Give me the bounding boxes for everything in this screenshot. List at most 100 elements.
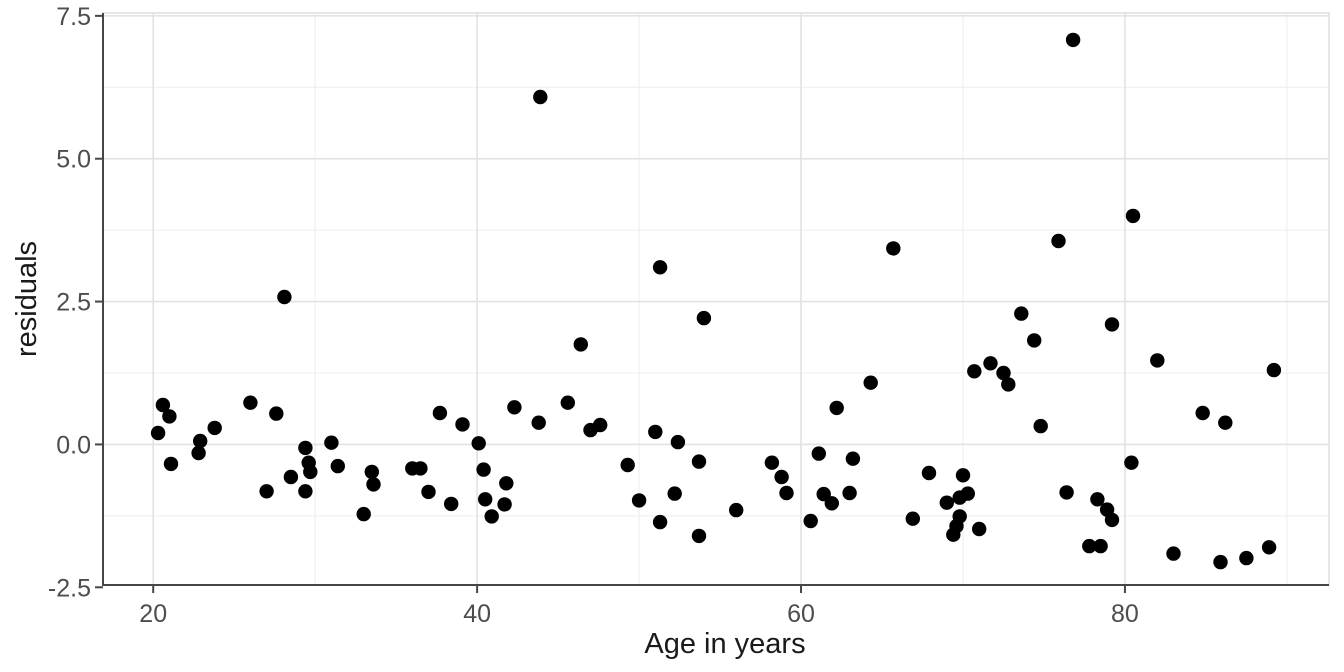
data-point [484, 509, 499, 524]
data-point [277, 289, 292, 305]
x-tick-label: 20 [139, 600, 167, 628]
data-point [886, 241, 901, 256]
data-point [1239, 550, 1254, 566]
data-point [845, 451, 861, 466]
data-point [829, 400, 844, 416]
data-point [573, 337, 588, 352]
data-point [667, 486, 682, 501]
data-point [507, 400, 522, 415]
data-point [269, 406, 284, 421]
data-point [413, 461, 428, 476]
data-point [648, 424, 663, 440]
data-point [366, 477, 381, 492]
y-tick-label: 7.5 [56, 3, 91, 31]
data-point [364, 464, 379, 480]
data-point [259, 484, 274, 499]
data-point [1218, 415, 1233, 430]
data-point [842, 485, 857, 501]
data-point [652, 260, 668, 275]
x-tick-label: 60 [787, 600, 815, 628]
data-point [620, 457, 635, 473]
data-point [955, 468, 971, 483]
data-point [1027, 333, 1042, 348]
data-point [1065, 32, 1081, 48]
data-point [764, 455, 780, 470]
data-point [905, 511, 920, 526]
data-point [303, 464, 318, 480]
data-point [921, 465, 937, 481]
data-point [1059, 485, 1074, 500]
data-point [729, 502, 744, 518]
data-point [967, 364, 982, 379]
data-point [283, 469, 299, 485]
y-tick-labels: -2.5 0.0 2.5 5.0 7.5 [48, 3, 91, 602]
data-point [455, 417, 470, 432]
data-point [499, 476, 514, 491]
data-point [691, 454, 707, 469]
y-tick-label: 2.5 [56, 289, 91, 317]
tick-marks [95, 14, 1126, 593]
y-tick-label: 5.0 [56, 146, 91, 174]
data-points [150, 32, 1282, 570]
x-tick-labels: 20 40 60 80 [139, 600, 1139, 628]
y-axis-title: residuals [11, 241, 43, 357]
data-point [531, 415, 546, 430]
data-point [779, 485, 794, 501]
data-point [983, 356, 998, 371]
data-point [939, 495, 954, 510]
data-point [324, 435, 339, 450]
data-point [631, 493, 647, 508]
data-point [207, 420, 222, 436]
data-point [356, 506, 371, 522]
data-point [863, 375, 878, 390]
data-point [1261, 540, 1277, 555]
data-point [952, 509, 967, 524]
data-point [593, 417, 608, 433]
data-point [298, 484, 313, 499]
data-point [471, 436, 486, 451]
y-tick-label: 0.0 [56, 431, 91, 459]
data-point [193, 433, 208, 449]
data-point [421, 484, 436, 500]
data-point [803, 513, 818, 529]
data-point [1266, 362, 1282, 378]
data-point [1150, 353, 1165, 368]
data-point [163, 456, 179, 472]
x-axis-title: Age in years [644, 628, 805, 660]
x-tick-label: 80 [1111, 600, 1139, 628]
data-point [191, 445, 206, 461]
data-point [1213, 554, 1228, 570]
data-point [696, 310, 712, 326]
data-point [1033, 418, 1048, 434]
data-point [1090, 492, 1105, 507]
data-point [1104, 512, 1120, 528]
data-point [533, 89, 548, 105]
data-point [155, 397, 171, 413]
y-tick-label: -2.5 [48, 574, 91, 602]
data-point [972, 521, 987, 537]
data-point [811, 446, 826, 461]
data-point [824, 496, 839, 511]
x-tick-label: 40 [463, 600, 491, 628]
data-point [1195, 405, 1210, 421]
data-point [330, 458, 345, 474]
data-point [1051, 233, 1066, 249]
data-point [476, 462, 491, 477]
data-point [996, 365, 1011, 381]
data-point [774, 469, 789, 485]
data-point [298, 440, 313, 456]
data-point [243, 395, 258, 410]
data-point [150, 425, 166, 441]
data-point [1124, 455, 1139, 470]
data-point [1166, 546, 1181, 561]
data-point [432, 405, 448, 421]
data-point [444, 496, 459, 512]
data-point [691, 528, 707, 544]
data-point [1093, 538, 1108, 554]
data-point [162, 409, 177, 424]
data-point [1014, 306, 1029, 321]
data-point [960, 486, 975, 501]
data-point [670, 434, 686, 450]
